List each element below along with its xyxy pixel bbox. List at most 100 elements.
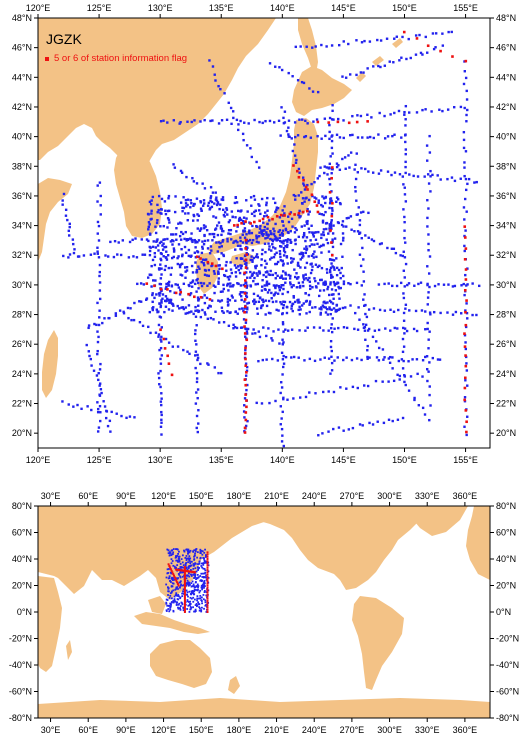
flagged-station-point: [244, 357, 247, 361]
station-point: [378, 111, 381, 115]
station-point: [329, 345, 333, 349]
station-point: [187, 581, 190, 584]
station-point: [286, 398, 289, 401]
station-point: [255, 264, 258, 268]
station-point: [222, 208, 225, 212]
station-point: [379, 39, 383, 42]
station-point: [181, 232, 185, 236]
global-lat-label-left: -80°N: [9, 713, 32, 723]
station-point: [168, 575, 171, 578]
station-point: [252, 194, 256, 198]
station-point: [356, 171, 360, 174]
global-lat-label-right: 80°N: [496, 501, 516, 511]
station-point: [200, 565, 203, 567]
regional-lon-label-top: 145°E: [331, 3, 356, 13]
station-point: [180, 583, 182, 586]
station-point: [313, 359, 317, 363]
station-point: [214, 79, 217, 82]
station-point: [189, 569, 192, 571]
station-point: [96, 410, 100, 414]
station-point: [342, 326, 346, 329]
station-point: [203, 301, 207, 305]
station-point: [427, 233, 430, 236]
station-point: [179, 238, 183, 241]
station-point: [339, 271, 342, 275]
station-point: [237, 209, 240, 213]
station-point: [195, 324, 198, 327]
station-point: [195, 377, 199, 380]
station-point: [171, 590, 173, 593]
station-point: [210, 205, 214, 209]
station-point: [283, 300, 287, 304]
station-point: [473, 181, 476, 184]
station-point: [187, 548, 190, 551]
station-point: [189, 600, 192, 603]
station-point: [245, 369, 249, 372]
flagged-station-point: [310, 193, 314, 197]
station-point: [173, 565, 176, 568]
station-point: [162, 238, 165, 241]
station-point: [358, 318, 361, 321]
station-point: [211, 65, 215, 68]
station-point: [162, 224, 165, 228]
station-point: [184, 198, 188, 202]
station-point: [377, 133, 380, 136]
station-point: [198, 603, 201, 606]
station-point: [203, 580, 206, 582]
station-point: [231, 110, 235, 113]
flagged-station-point: [244, 352, 247, 355]
station-point: [363, 39, 366, 43]
station-point: [220, 233, 223, 237]
global-lon-label-bottom: 30°E: [41, 725, 61, 735]
station-point: [341, 220, 345, 223]
station-point: [278, 236, 281, 240]
station-point: [178, 221, 182, 224]
station-point: [114, 314, 118, 317]
station-point: [341, 255, 344, 258]
station-point: [280, 302, 283, 306]
station-point: [255, 272, 258, 275]
station-point: [197, 255, 200, 258]
station-point: [337, 164, 340, 167]
station-point: [307, 255, 310, 258]
station-point: [175, 587, 178, 590]
station-point: [302, 274, 305, 277]
flagged-station-point: [295, 169, 299, 173]
station-point: [229, 106, 233, 110]
global-lat-label-right: 60°N: [496, 528, 516, 538]
station-point: [308, 302, 312, 305]
station-point: [276, 292, 280, 295]
station-point: [193, 586, 196, 589]
flagged-station-point: [244, 238, 248, 242]
station-point: [309, 136, 313, 139]
station-point: [330, 139, 334, 143]
station-point: [464, 273, 467, 277]
flagged-station-point: [206, 560, 209, 563]
station-point: [297, 264, 300, 267]
flagged-station-point: [206, 562, 209, 565]
station-point: [355, 199, 358, 202]
station-point: [253, 214, 256, 218]
station-point: [405, 329, 409, 333]
station-point: [187, 567, 190, 570]
station-point: [379, 65, 382, 69]
station-point: [331, 258, 334, 262]
flagged-station-point: [275, 214, 279, 218]
station-point: [101, 321, 104, 325]
station-point: [200, 586, 203, 589]
station-point: [320, 278, 323, 282]
station-point: [160, 433, 163, 436]
station-point: [180, 247, 183, 251]
station-point: [401, 254, 405, 258]
station-point: [360, 284, 363, 287]
station-point: [266, 270, 269, 273]
station-point: [196, 556, 198, 559]
station-point: [172, 250, 176, 253]
station-point: [263, 287, 267, 291]
station-point: [245, 294, 248, 297]
regional-lat-label-right: 30°N: [496, 280, 516, 290]
station-point: [305, 312, 308, 315]
station-point: [168, 298, 172, 302]
station-point: [192, 563, 195, 565]
station-point: [362, 71, 365, 74]
